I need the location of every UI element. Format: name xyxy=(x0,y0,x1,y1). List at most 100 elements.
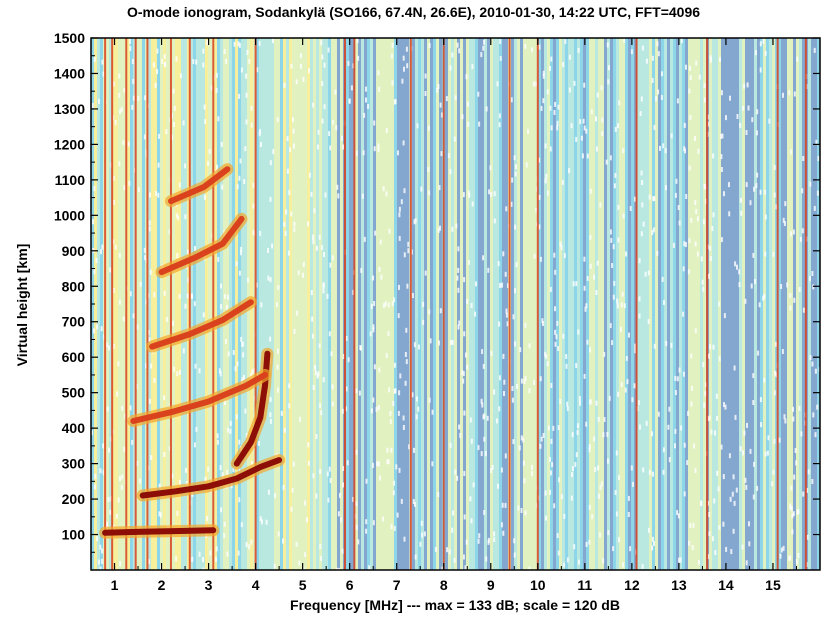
noise-speck xyxy=(638,296,641,302)
noise-speck xyxy=(406,283,409,289)
noise-speck xyxy=(753,461,756,467)
noise-speck xyxy=(709,344,711,350)
noise-stripe xyxy=(514,38,517,570)
noise-speck xyxy=(725,546,728,552)
noise-stripe xyxy=(607,38,610,570)
noise-speck xyxy=(286,168,289,174)
noise-speck xyxy=(397,313,400,319)
noise-speck xyxy=(478,121,481,127)
noise-speck xyxy=(265,519,268,525)
noise-speck xyxy=(707,273,710,279)
x-tick-label: 14 xyxy=(718,577,734,593)
noise-speck xyxy=(304,500,307,506)
noise-speck xyxy=(500,467,503,473)
noise-speck xyxy=(748,521,750,527)
noise-speck xyxy=(535,81,538,87)
noise-speck xyxy=(748,541,751,547)
noise-speck xyxy=(163,395,166,401)
noise-speck xyxy=(710,429,713,435)
noise-stripe xyxy=(463,38,466,570)
noise-speck xyxy=(175,56,178,62)
noise-speck xyxy=(177,215,180,221)
noise-speck xyxy=(612,546,615,552)
noise-speck xyxy=(611,263,614,268)
noise-speck xyxy=(424,270,427,276)
noise-speck xyxy=(387,331,390,337)
noise-speck xyxy=(139,478,142,484)
noise-speck xyxy=(572,281,575,287)
noise-speck xyxy=(206,40,209,45)
noise-speck xyxy=(793,297,796,303)
x-tick-label: 2 xyxy=(158,577,166,593)
noise-speck xyxy=(186,293,189,299)
noise-speck xyxy=(394,98,397,104)
noise-speck xyxy=(593,274,595,280)
noise-speck xyxy=(100,249,102,255)
noise-speck xyxy=(91,103,94,108)
noise-speck xyxy=(532,81,535,87)
noise-speck xyxy=(132,95,135,101)
noise-speck xyxy=(595,400,598,406)
noise-speck xyxy=(352,496,355,502)
noise-speck xyxy=(240,67,243,73)
noise-speck xyxy=(496,81,499,87)
noise-speck xyxy=(296,310,299,316)
noise-speck xyxy=(302,76,305,82)
noise-speck xyxy=(293,328,296,334)
noise-speck xyxy=(480,52,483,58)
noise-speck xyxy=(350,85,353,91)
noise-speck xyxy=(637,400,640,406)
noise-speck xyxy=(118,73,121,79)
noise-stripe xyxy=(505,38,508,570)
noise-speck xyxy=(790,231,792,237)
noise-speck xyxy=(542,433,545,438)
noise-speck xyxy=(411,293,414,298)
noise-speck xyxy=(682,266,685,272)
noise-speck xyxy=(562,333,565,339)
noise-speck xyxy=(101,59,104,65)
noise-speck xyxy=(390,53,393,59)
noise-speck xyxy=(662,143,665,149)
noise-speck xyxy=(600,85,603,91)
noise-speck xyxy=(295,541,298,547)
noise-speck xyxy=(620,326,622,332)
noise-speck xyxy=(766,450,769,456)
noise-speck xyxy=(112,200,115,205)
noise-stripe xyxy=(484,38,487,570)
noise-stripe xyxy=(271,38,274,570)
noise-speck xyxy=(561,179,564,185)
noise-speck xyxy=(431,461,434,467)
noise-speck xyxy=(721,133,724,139)
noise-speck xyxy=(694,136,696,141)
noise-speck xyxy=(405,46,408,52)
noise-speck xyxy=(703,97,706,103)
noise-speck xyxy=(763,377,766,383)
noise-speck xyxy=(758,302,761,308)
noise-stripe xyxy=(547,38,550,570)
noise-speck xyxy=(288,250,290,256)
noise-speck xyxy=(319,544,322,549)
noise-speck xyxy=(617,123,620,129)
noise-speck xyxy=(377,143,380,149)
noise-speck xyxy=(674,390,677,396)
noise-stripe xyxy=(748,38,751,570)
noise-speck xyxy=(322,283,325,289)
echo-trace xyxy=(139,457,283,499)
noise-speck xyxy=(735,487,738,493)
noise-speck xyxy=(99,544,102,550)
noise-speck xyxy=(269,397,272,402)
noise-speck xyxy=(714,550,717,555)
noise-stripe xyxy=(130,38,133,570)
noise-speck xyxy=(331,401,334,407)
noise-stripe xyxy=(667,38,670,570)
noise-speck xyxy=(704,382,707,388)
noise-speck xyxy=(638,258,641,264)
noise-speck xyxy=(403,252,406,258)
noise-speck xyxy=(651,431,653,437)
y-tick-label: 1000 xyxy=(54,207,85,223)
noise-speck xyxy=(700,256,703,262)
noise-speck xyxy=(477,91,480,97)
noise-speck xyxy=(797,553,800,558)
noise-stripe xyxy=(796,38,799,570)
noise-speck xyxy=(217,116,220,122)
